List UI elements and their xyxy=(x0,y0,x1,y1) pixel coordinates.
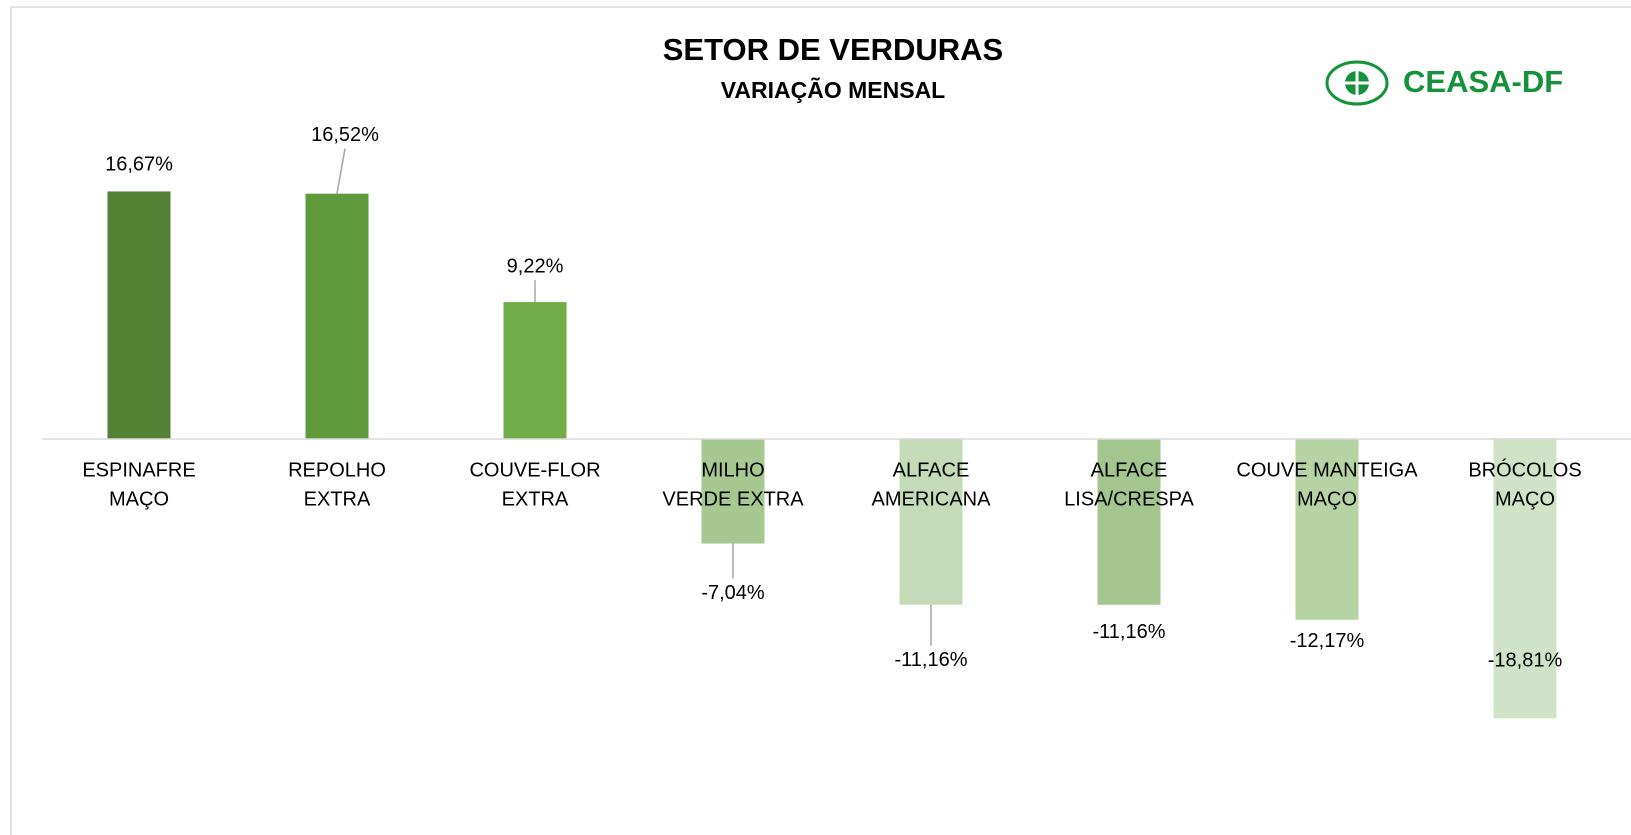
value-label: 16,67% xyxy=(105,154,173,176)
logo-ring xyxy=(1325,60,1389,106)
x-tick-label: ALFACE xyxy=(893,459,970,481)
value-label: 9,22% xyxy=(507,255,564,277)
x-tick-label: VERDE EXTRA xyxy=(662,488,804,510)
x-tick-label: COUVE MANTEIGA xyxy=(1236,459,1418,481)
x-tick-label: ALFACE xyxy=(1091,459,1168,481)
x-tick-label: MAÇO xyxy=(1297,488,1357,510)
value-label: -11,16% xyxy=(1092,621,1165,643)
leader-line xyxy=(336,148,346,194)
x-tick-label: AMERICANA xyxy=(872,488,992,510)
x-tick-label: LISA/CRESPA xyxy=(1064,488,1194,510)
x-tick-label: MAÇO xyxy=(109,488,169,510)
bar xyxy=(701,439,765,544)
value-label: -11,16% xyxy=(894,649,967,671)
bar xyxy=(899,439,963,605)
value-label: -12,17% xyxy=(1290,630,1365,652)
bar xyxy=(503,302,567,439)
x-tick-label: COUVE-FLOR xyxy=(469,459,600,481)
logo: CEASA-DF xyxy=(1325,60,1563,106)
chart-title: SETOR DE VERDURAS xyxy=(663,32,1004,67)
value-label: -18,81% xyxy=(1488,650,1563,672)
bar xyxy=(1295,439,1359,620)
bar xyxy=(107,191,171,439)
bar xyxy=(1493,439,1557,719)
x-tick-label: EXTRA xyxy=(502,488,569,510)
logo-text: CEASA-DF xyxy=(1403,64,1563,99)
x-tick-label: ESPINAFRE xyxy=(82,459,195,481)
x-tick-label: EXTRA xyxy=(304,488,371,510)
logo-cross xyxy=(1342,68,1372,98)
chart-subtitle: VARIAÇÃO MENSAL xyxy=(721,76,945,103)
value-label: 16,52% xyxy=(311,124,379,146)
x-tick-label: MILHO xyxy=(701,459,764,481)
chart-frame xyxy=(10,6,1631,835)
x-tick-label: BRÓCOLOS xyxy=(1468,458,1581,481)
value-label: -7,04% xyxy=(701,582,765,604)
x-tick-label: MAÇO xyxy=(1495,488,1555,510)
bar xyxy=(305,193,369,439)
x-tick-label: REPOLHO xyxy=(288,459,386,481)
bar xyxy=(1097,439,1161,605)
